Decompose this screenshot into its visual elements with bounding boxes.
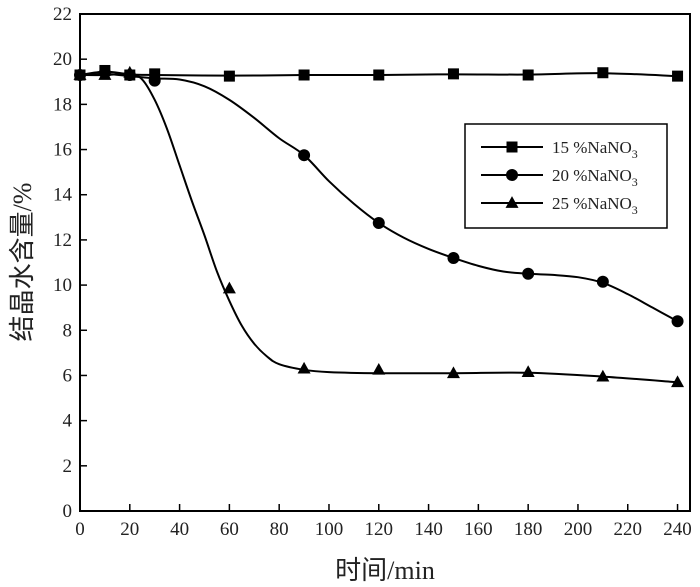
axis-ticks: 0 20 40 60 80 100 120 140 160 180 200 220 240 0 2 4 6 8 10… — [53, 4, 692, 540]
y-tick-label: 16 — [53, 140, 72, 161]
series-15-point — [672, 70, 684, 82]
y-tick-label: 14 — [53, 185, 73, 206]
x-tick-label: 80 — [270, 519, 289, 540]
series-20-point — [671, 315, 684, 328]
legend-25-marker — [505, 196, 519, 208]
legend-20-marker — [506, 169, 518, 181]
legend-20-label: 20 %NaNO3 — [552, 166, 638, 189]
series-20-point — [372, 216, 385, 229]
legend-25-label: 25 %NaNO3 — [552, 194, 638, 217]
series-25-point — [222, 281, 236, 294]
y-tick-label: 10 — [53, 275, 72, 296]
series-15-point — [447, 68, 459, 80]
y-tick-label: 4 — [63, 411, 73, 432]
series-25-point — [372, 362, 386, 375]
series-15-point — [373, 69, 385, 81]
legend-15-label: 15 %NaNO3 — [552, 138, 638, 161]
x-tick-label: 180 — [514, 519, 543, 540]
series-25-point — [98, 68, 112, 80]
series-markers — [73, 64, 685, 388]
x-tick-label: 100 — [315, 519, 344, 540]
y-tick-label: 8 — [63, 320, 73, 341]
plot-frame — [79, 13, 691, 512]
x-tick-label: 20 — [120, 519, 139, 540]
x-tick-label: 240 — [663, 519, 692, 540]
y-tick-label: 6 — [63, 365, 73, 386]
series-20-point — [596, 275, 609, 288]
legend-15-subscript: 3 — [632, 147, 638, 161]
legend-15-marker — [506, 141, 518, 153]
series-15-point — [223, 70, 235, 82]
y-tick-label: 12 — [53, 230, 72, 251]
y-tick-label: 22 — [53, 4, 72, 25]
y-axis-title: 结晶水含量/% — [8, 183, 37, 342]
series-20-point — [298, 149, 311, 162]
y-tick-label: 2 — [63, 456, 73, 477]
series-15-point — [298, 69, 310, 81]
x-axis-title: 时间/min — [335, 556, 435, 585]
x-tick-label: 160 — [464, 519, 493, 540]
series-15-point — [149, 68, 161, 80]
series-25-point — [671, 375, 685, 388]
y-tick-label: 20 — [53, 49, 72, 70]
legend-20-subscript: 3 — [632, 175, 638, 189]
x-tick-label: 200 — [564, 519, 593, 540]
x-tick-label: 0 — [75, 519, 85, 540]
series-20-point — [522, 267, 535, 280]
legend-25-subscript: 3 — [632, 203, 638, 217]
x-tick-label: 120 — [365, 519, 394, 540]
series-25-point — [297, 361, 311, 374]
series-15-point — [522, 69, 534, 81]
x-tick-label: 60 — [220, 519, 239, 540]
legend: 15 %NaNO3 20 %NaNO3 25 %NaNO3 — [464, 123, 668, 229]
series-25-point — [446, 366, 460, 379]
series-15-point — [597, 67, 609, 79]
x-tick-label: 220 — [614, 519, 643, 540]
series-25-point — [123, 65, 137, 78]
series-25-curve — [79, 72, 678, 384]
x-tick-label: 40 — [170, 519, 189, 540]
series-25-point — [596, 369, 610, 382]
y-tick-label: 0 — [63, 501, 73, 522]
y-tick-label: 18 — [53, 94, 72, 115]
series-25-point — [521, 365, 535, 377]
series-25-point — [73, 68, 87, 80]
series-20-point — [447, 251, 460, 264]
x-tick-label: 140 — [414, 519, 443, 540]
series-20-point — [148, 74, 161, 87]
